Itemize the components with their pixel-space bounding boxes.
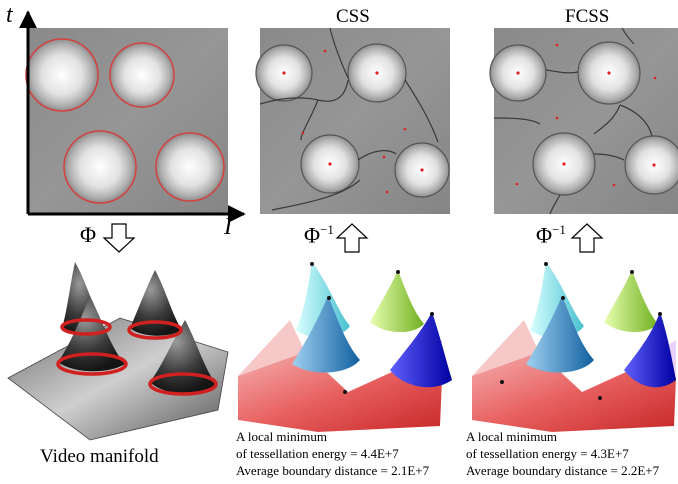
phi-inverse-exponent: −1: [552, 222, 566, 237]
t-axis-label: t: [6, 2, 13, 28]
fcss-surface-seeds: [500, 262, 662, 400]
css-stats-line: of tessellation energy = 4.4E+7: [236, 446, 399, 461]
fcss-stats-line: Average boundary distance = 2.2E+7: [466, 463, 660, 478]
phi-inverse-label-fcss: Φ−1: [536, 222, 566, 248]
input-circle: [155, 132, 225, 202]
css-stats-line: A local minimum: [236, 429, 327, 444]
i-axis-label: I: [224, 214, 232, 240]
phi-inverse-symbol: Φ: [536, 222, 553, 248]
up-arrow-css: [335, 223, 369, 253]
css-stats-line: Average boundary distance = 2.1E+7: [236, 463, 430, 478]
css-stats: A local minimum of tessellation energy =…: [236, 428, 429, 479]
input-circle: [25, 38, 99, 112]
up-arrow-fcss: [570, 223, 604, 253]
fcss-stats-line: of tessellation energy = 4.3E+7: [466, 446, 629, 461]
css-title: CSS: [336, 6, 370, 27]
fcss-panel: [489, 27, 678, 215]
css-seed-points: [282, 49, 424, 194]
fcss-seed-points: [515, 43, 657, 187]
fcss-cell-circle: [624, 135, 678, 195]
phi-inverse-symbol: Φ: [304, 222, 321, 248]
phi-inverse-label-css: Φ−1: [304, 222, 334, 248]
down-arrow: [102, 223, 136, 253]
fcss-stats: A local minimum of tessellation energy =…: [466, 428, 659, 479]
input-circle: [63, 130, 137, 204]
input-circle: [109, 42, 175, 108]
video-manifold-caption: Video manifold: [40, 446, 159, 467]
manifold-red-rings: [56, 318, 218, 396]
fcss-title: FCSS: [565, 6, 610, 27]
fcss-manifold-surface: [472, 262, 676, 432]
css-manifold-surface: [238, 262, 452, 432]
phi-label: Φ: [80, 222, 97, 247]
css-panel: [255, 27, 450, 214]
css-surface-seeds: [310, 262, 434, 394]
css-cell-borders: [259, 27, 439, 211]
input-panel: [19, 10, 246, 223]
phi-inverse-exponent: −1: [320, 222, 334, 237]
fcss-stats-line: A local minimum: [466, 429, 557, 444]
fcss-cell-borders: [493, 27, 653, 215]
video-manifold-surface: [7, 262, 229, 441]
